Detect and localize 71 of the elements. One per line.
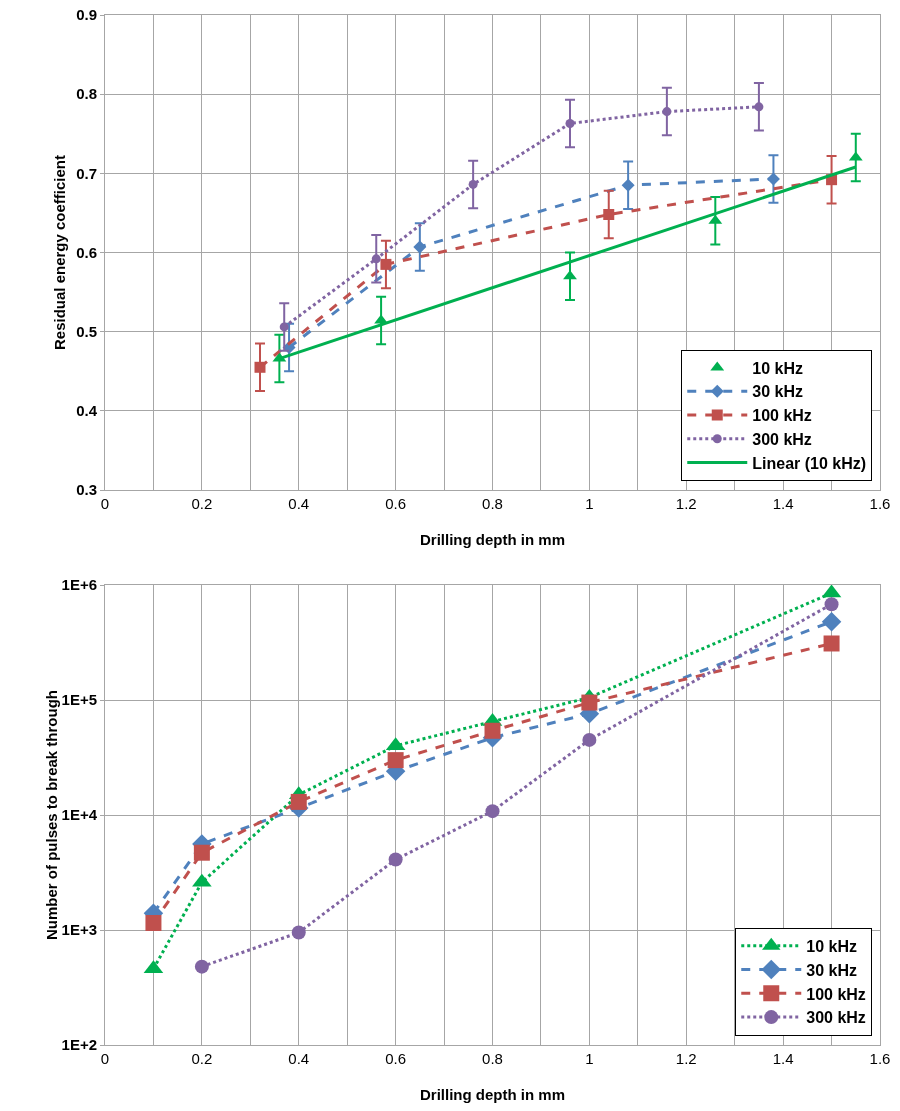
y-axis-title: Number of pulses to break through: [42, 689, 60, 941]
point: [823, 635, 840, 652]
point: [192, 873, 212, 887]
point: [387, 752, 404, 769]
point: [254, 361, 266, 373]
x-tick-label: 0.2: [191, 1050, 213, 1067]
y-tick-label: 0.3: [76, 481, 97, 499]
point: [754, 102, 764, 112]
x-tick-label: 0.2: [191, 495, 213, 512]
x-tick-label: 0.8: [482, 495, 503, 512]
legend-label: 10 kHz: [806, 937, 857, 955]
point: [290, 793, 307, 810]
y-axis-title: Residual energy coefficient: [51, 154, 68, 351]
legend-label: 100 kHz: [806, 985, 866, 1003]
point: [413, 240, 427, 254]
y-tick-label: 0.8: [76, 85, 97, 103]
point: [388, 852, 403, 867]
x-tick-label: 1.2: [675, 495, 697, 512]
y-tick-label: 1E+3: [61, 921, 97, 939]
x-tick-label: 1: [585, 495, 594, 512]
x-tick-label: 0.8: [482, 1050, 503, 1067]
x-axis-title: Drilling depth in mm: [420, 1086, 565, 1103]
x-axis-title: Drilling depth in mm: [420, 531, 565, 548]
point: [145, 915, 162, 932]
point: [565, 118, 575, 128]
x-tick-label: 1.4: [772, 495, 794, 512]
x-tick-label: 0.4: [288, 1050, 310, 1067]
legend-label: 300 kHz: [806, 1009, 866, 1027]
x-tick-label: 0.4: [288, 495, 310, 512]
point: [468, 179, 478, 189]
y-tick-label: 0.5: [76, 322, 97, 340]
point: [821, 611, 842, 632]
point: [582, 732, 597, 747]
y-tick-label: 1E+4: [61, 806, 98, 824]
x-tick-label: 1.2: [675, 1050, 697, 1067]
x-tick-label: 1.4: [772, 1050, 794, 1067]
point: [485, 804, 500, 819]
legend-label: Linear (10 kHz): [752, 454, 867, 472]
point: [380, 258, 392, 270]
y-tick-label: 0.9: [76, 6, 97, 24]
point: [279, 322, 289, 332]
point: [563, 270, 577, 280]
y-tick-label: 1E+2: [61, 1036, 97, 1054]
point: [371, 254, 381, 264]
y-tick-label: 1E+5: [61, 691, 97, 709]
y-tick-label: 1E+6: [61, 576, 97, 594]
point: [766, 172, 780, 186]
point: [621, 178, 635, 192]
point: [194, 959, 209, 974]
x-tick-label: 0.6: [385, 1050, 407, 1067]
x-tick-label: 0: [100, 1050, 110, 1067]
point: [581, 694, 598, 711]
point: [603, 209, 615, 220]
x-tick-label: 1: [585, 1050, 594, 1067]
legend-label: 100 kHz: [752, 407, 812, 425]
x-tick-label: 1.6: [869, 495, 891, 512]
legend-label: 10 kHz: [752, 359, 803, 377]
point: [193, 844, 210, 861]
x-tick-label: 0.6: [385, 495, 407, 512]
x-tick-label: 0: [100, 495, 110, 512]
point: [291, 925, 306, 940]
y-tick-label: 0.7: [76, 164, 97, 182]
legend-label: 30 kHz: [806, 961, 857, 979]
legend-label: 300 kHz: [752, 431, 812, 449]
y-tick-label: 0.6: [76, 243, 97, 261]
point: [824, 597, 839, 612]
point: [662, 107, 672, 117]
y-tick-label: 0.4: [76, 402, 98, 420]
point: [484, 722, 501, 739]
x-tick-label: 1.6: [869, 1050, 891, 1067]
legend-label: 30 kHz: [752, 383, 803, 401]
